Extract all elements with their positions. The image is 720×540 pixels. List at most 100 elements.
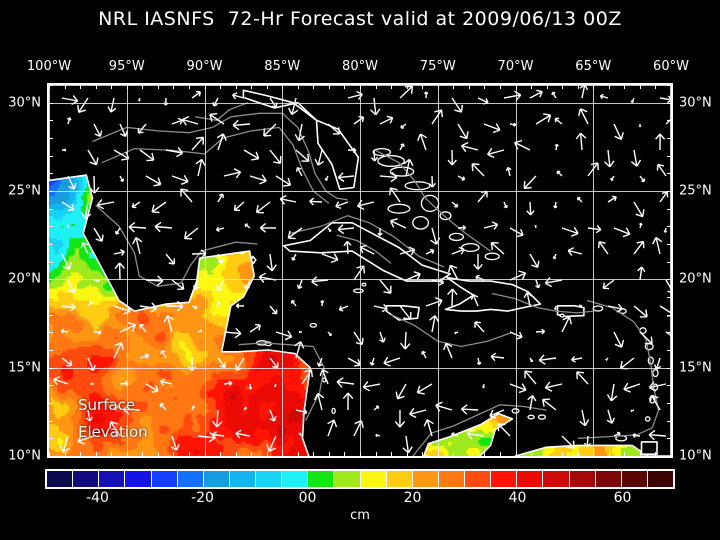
velocity-arrow [191, 305, 198, 310]
velocity-arrow [567, 247, 583, 256]
landmass-florida [242, 89, 360, 190]
depth-contour [92, 112, 348, 201]
velocity-arrow [223, 168, 242, 179]
axis-tick [188, 452, 190, 456]
velocity-arrow [623, 382, 641, 393]
velocity-arrow [211, 431, 225, 439]
axis-tick [667, 279, 671, 281]
island [387, 203, 411, 214]
velocity-arrow [342, 392, 354, 411]
gridline-parallel [49, 367, 671, 369]
axis-tick [49, 314, 53, 316]
velocity-arrow [295, 408, 308, 416]
axis-tick [453, 452, 455, 456]
axis-tick [49, 226, 53, 228]
velocity-arrow [243, 406, 247, 411]
lat-tick-label-left: 20°N [8, 272, 41, 287]
velocity-arrow [602, 279, 615, 290]
map-plot-area [47, 83, 673, 458]
axis-tick [437, 85, 439, 89]
lon-tick-label: 75°W [420, 59, 456, 74]
velocity-arrow [61, 253, 72, 270]
axis-tick [667, 138, 671, 139]
axis-tick [49, 85, 50, 89]
velocity-arrow [370, 149, 379, 162]
velocity-arrow [649, 394, 661, 411]
velocity-arrow [353, 116, 365, 125]
velocity-arrow [556, 170, 563, 177]
velocity-arrow [60, 328, 69, 334]
velocity-arrow [235, 303, 245, 309]
colorbar-unit-label: cm [0, 508, 720, 523]
velocity-arrow [423, 91, 429, 99]
axis-tick [126, 452, 128, 456]
velocity-arrow [263, 123, 277, 137]
colorbar-cell [256, 471, 283, 487]
colorbar-cell [177, 471, 204, 487]
island [559, 313, 565, 318]
velocity-arrow [503, 90, 522, 102]
velocity-arrow [447, 288, 458, 307]
velocity-arrow [509, 227, 524, 238]
axis-tick [360, 452, 361, 456]
velocity-arrow [409, 407, 427, 419]
axis-tick [313, 85, 315, 89]
colorbar-cell [125, 471, 152, 487]
velocity-arrow [223, 380, 233, 386]
figure-title: NRL IASNFS 72-Hr Forecast valid at 2009/… [0, 8, 720, 30]
velocity-arrow [630, 149, 642, 167]
axis-tick [126, 85, 128, 89]
velocity-arrow [87, 301, 93, 307]
colorbar-cell [47, 471, 74, 487]
island [331, 407, 336, 415]
velocity-arrow [529, 89, 543, 99]
velocity-arrow [659, 95, 671, 104]
velocity-arrow [579, 409, 590, 427]
gridline-parallel [49, 102, 671, 104]
velocity-arrow [648, 381, 667, 392]
lon-tick-label: 90°W [187, 59, 223, 74]
velocity-arrow [139, 353, 150, 360]
velocity-arrow [59, 435, 70, 453]
velocity-arrow [336, 377, 355, 388]
axis-tick [667, 456, 671, 457]
axis-tick [406, 85, 408, 89]
velocity-arrow [93, 329, 102, 335]
velocity-arrow [115, 227, 121, 235]
axis-tick [251, 85, 253, 89]
velocity-arrow [639, 222, 643, 229]
axis-tick [667, 403, 671, 404]
lon-tick-label: 70°W [498, 59, 534, 74]
velocity-arrow [639, 175, 646, 183]
axis-tick [546, 85, 548, 89]
lat-tick-label-right: 10°N [679, 449, 712, 464]
velocity-arrow [544, 381, 563, 392]
axis-tick [173, 85, 175, 89]
velocity-arrow [291, 253, 297, 261]
velocity-arrow [466, 429, 485, 440]
velocity-arrow [320, 300, 325, 307]
axis-tick [266, 85, 268, 89]
axis-tick [49, 279, 53, 281]
colorbar-cell [517, 471, 544, 487]
velocity-arrow [347, 147, 357, 154]
velocity-arrow [561, 316, 572, 333]
axis-tick [188, 85, 190, 89]
velocity-arrow [244, 223, 251, 229]
velocity-arrow [663, 227, 667, 233]
axis-tick [667, 385, 671, 387]
velocity-arrow [217, 253, 224, 264]
velocity-arrow [327, 123, 341, 135]
velocity-arrow [269, 357, 279, 369]
velocity-arrow [489, 409, 505, 419]
velocity-arrow [62, 148, 67, 152]
axis-tick [484, 452, 486, 456]
velocity-arrow [165, 146, 184, 158]
velocity-arrow [638, 123, 642, 128]
velocity-arrow [483, 221, 499, 230]
velocity-arrow [457, 224, 467, 231]
axis-tick [499, 452, 501, 456]
velocity-arrow [561, 435, 575, 449]
velocity-arrow [451, 246, 465, 255]
lat-tick-label-right: 25°N [679, 184, 712, 199]
